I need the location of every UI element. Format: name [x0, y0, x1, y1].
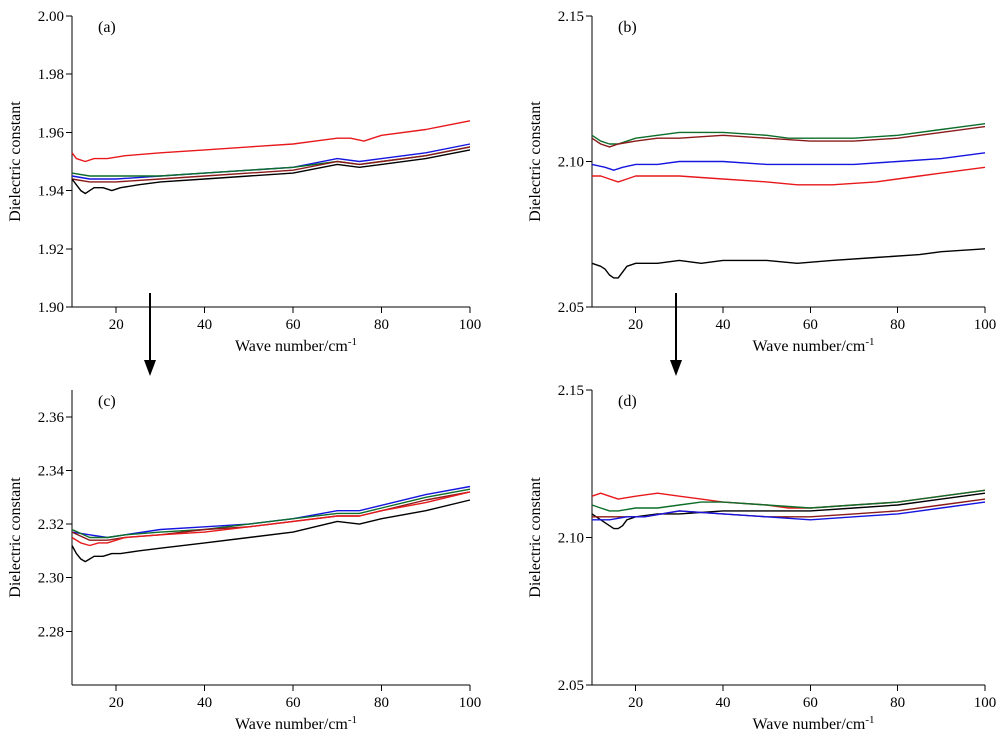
y-tick-label: 2.05	[558, 300, 584, 316]
x-tick-label: 60	[803, 695, 818, 711]
y-tick-label: 2.30	[38, 571, 64, 587]
x-tick-label: 100	[974, 317, 997, 333]
series-line	[71, 143, 471, 180]
y-tick-label: 1.98	[38, 67, 64, 83]
panel-label: (a)	[98, 19, 116, 36]
series-line	[71, 146, 471, 183]
series-line	[591, 248, 986, 279]
y-tick-label: 2.28	[38, 624, 64, 640]
series-line	[71, 488, 471, 539]
x-axis-label: Wave number/cm-1	[235, 336, 357, 355]
y-tick-label: 2.15	[558, 383, 584, 399]
panel-d: 20 40 60 80 100 2.05 2.10 2.15 Wave number/cm-1 D…	[527, 383, 996, 733]
series-line	[591, 489, 986, 509]
x-tick-label: 20	[109, 317, 124, 333]
x-tick-label: 40	[197, 695, 212, 711]
x-tick-label: 40	[197, 317, 212, 333]
x-axis-label: Wave number/cm-1	[752, 714, 874, 733]
x-tick-label: 60	[286, 317, 301, 333]
x-tick-label: 20	[109, 695, 124, 711]
panel-label: (b)	[618, 19, 637, 36]
y-axis-label: Dielectric constant	[527, 477, 544, 598]
x-tick-label: 20	[628, 695, 643, 711]
down-arrow-icon	[144, 293, 156, 376]
y-tick-label: 2.10	[558, 531, 584, 547]
series-line	[71, 491, 471, 547]
y-axis-label: Dielectric constant	[7, 101, 24, 222]
x-axis-label: Wave number/cm-1	[752, 336, 874, 355]
y-tick-label: 1.96	[38, 125, 65, 141]
y-tick-label: 2.34	[38, 463, 65, 479]
x-tick-label: 100	[459, 317, 482, 333]
y-tick-label: 2.15	[558, 9, 584, 25]
series-line	[71, 499, 471, 563]
x-tick-label: 80	[890, 695, 905, 711]
series-line	[71, 120, 471, 163]
x-tick-label: 60	[286, 695, 301, 711]
y-tick-label: 2.36	[38, 410, 65, 426]
series-line	[591, 123, 986, 145]
panel-b: 20 40 60 80 100 2.05 2.10 2.15 Wave number/cm-1 D…	[527, 9, 996, 355]
y-tick-label: 1.90	[38, 300, 64, 316]
series-line	[591, 125, 986, 148]
y-tick-label: 2.05	[558, 678, 584, 694]
series-line	[71, 491, 471, 541]
y-axis-label: Dielectric constant	[527, 101, 544, 222]
y-tick-label: 1.94	[38, 184, 65, 200]
y-tick-label: 2.32	[38, 517, 64, 533]
x-tick-label: 80	[374, 317, 389, 333]
y-tick-label: 2.10	[558, 155, 584, 171]
x-tick-label: 80	[890, 317, 905, 333]
series-line	[591, 489, 986, 512]
x-tick-label: 60	[803, 317, 818, 333]
panel-a: 20 40 60 80 100 1.90 1.92 1.94 1.96 1.98 2.00 Wave …	[7, 9, 481, 355]
x-tick-label: 20	[628, 317, 643, 333]
x-axis-label: Wave number/cm-1	[235, 714, 357, 733]
y-axis-label: Dielectric constant	[7, 477, 24, 598]
series-line	[592, 501, 986, 521]
y-tick-label: 2.00	[38, 9, 64, 25]
series-line	[71, 149, 471, 195]
panel-label: (c)	[98, 393, 116, 410]
panel-label: (d)	[618, 393, 637, 410]
x-tick-label: 80	[374, 695, 389, 711]
series-line	[592, 166, 986, 186]
series-line	[591, 152, 986, 171]
down-arrow-icon	[670, 293, 682, 376]
x-tick-label: 40	[716, 317, 731, 333]
y-tick-label: 1.92	[38, 242, 64, 258]
series-line	[71, 485, 471, 539]
x-tick-label: 100	[459, 695, 482, 711]
x-tick-label: 40	[716, 695, 731, 711]
x-tick-label: 100	[974, 695, 997, 711]
panel-c: 20 40 60 80 100 2.28 2.30 2.32 2.34 2.36 Wave numb…	[7, 390, 481, 733]
